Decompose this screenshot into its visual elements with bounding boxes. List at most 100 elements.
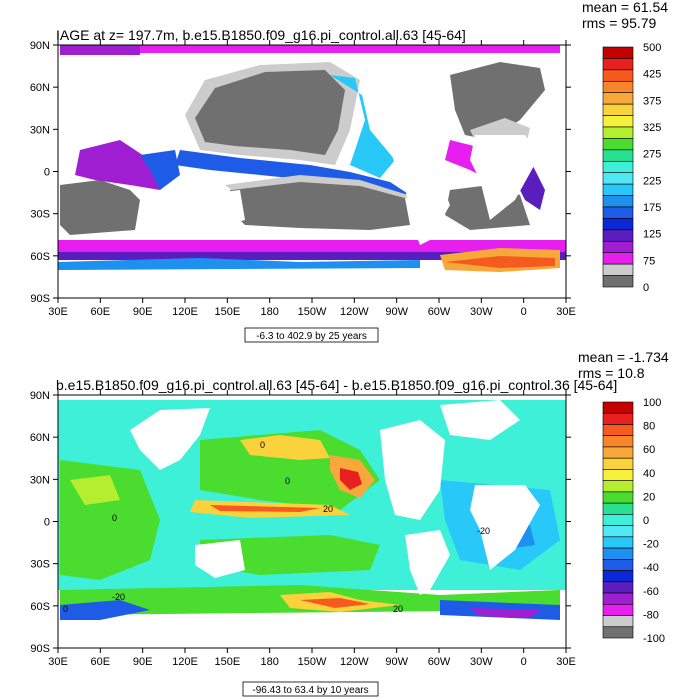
- panel-1-info-box: [244, 327, 379, 343]
- colorbar-label: 425: [643, 69, 661, 81]
- colorbar-swatch: [602, 103, 634, 116]
- colorbar-swatch: [602, 570, 634, 583]
- colorbar-label: 100: [643, 397, 661, 409]
- colorbar-swatch: [602, 502, 634, 515]
- contour-label: -20: [477, 526, 490, 536]
- colorbar-swatch: [602, 424, 634, 437]
- contour-label: 20: [323, 504, 333, 514]
- y-tick-label: 60N: [30, 82, 50, 94]
- y-tick-label: 90S: [30, 643, 50, 655]
- contour-label: 0: [285, 476, 290, 486]
- y-tick-label: 0: [44, 517, 50, 529]
- colorbar-swatch: [602, 626, 634, 639]
- colorbar-swatch: [602, 603, 634, 616]
- colorbar-label: 75: [643, 255, 655, 267]
- x-tick-label: 90E: [133, 306, 153, 318]
- colorbar-label: 0: [643, 282, 649, 294]
- colorbar-swatch: [602, 412, 634, 425]
- x-tick-label: 60E: [91, 306, 111, 318]
- x-tick-label: 90W: [385, 656, 408, 668]
- colorbar-swatch: [602, 559, 634, 571]
- x-tick-label: 0: [521, 656, 527, 668]
- colorbar-swatch: [602, 536, 634, 549]
- colorbar-swatch: [602, 491, 634, 504]
- y-tick-label: 30S: [30, 209, 50, 221]
- colorbar-label: 40: [643, 468, 655, 480]
- colorbar-swatch: [602, 480, 634, 493]
- colorbar-swatch: [602, 160, 634, 174]
- panel-2-stat-rms: rms = 10.8: [578, 365, 645, 381]
- y-tick-label: 60N: [30, 432, 50, 444]
- y-tick-label: 90N: [30, 390, 50, 402]
- colorbar-swatch: [602, 80, 634, 94]
- colorbar-swatch: [602, 183, 634, 196]
- panel-2-contour-labels: 0 0 0 20 -20 20 -20 0: [63, 440, 490, 614]
- colorbar-swatch: [602, 581, 634, 594]
- y-tick-label: 60S: [30, 251, 50, 263]
- colorbar-swatch: [602, 514, 634, 526]
- panel-1-info: -6.3 to 402.9 by 25 years: [256, 331, 367, 342]
- colorbar-swatch: [602, 525, 634, 538]
- x-tick-label: 90E: [133, 656, 153, 668]
- x-tick-label: 60W: [428, 306, 451, 318]
- x-tick-label: 150E: [214, 656, 240, 668]
- colorbar-label: 125: [643, 229, 661, 241]
- panel-1-colorbar: 500 425 375 325 275 225 175 125 75 0: [602, 42, 661, 294]
- x-tick-label: 30W: [470, 306, 493, 318]
- colorbar-label: 175: [643, 202, 661, 214]
- x-tick-label: 150W: [298, 306, 327, 318]
- y-tick-label: 30N: [30, 124, 50, 136]
- colorbar-label: 0: [643, 515, 649, 527]
- colorbar-swatch: [602, 240, 634, 254]
- colorbar-label: 225: [643, 175, 661, 187]
- panel-1: IAGE at z= 197.7m, b.e15.B1850.f09_g16.p…: [30, 0, 668, 343]
- y-tick-label: 0: [44, 167, 50, 179]
- x-tick-label: 0: [521, 306, 527, 318]
- colorbar-swatch: [602, 172, 634, 185]
- y-tick-label: 90S: [30, 293, 50, 305]
- x-tick-label: 120W: [340, 656, 369, 668]
- x-tick-label: 150W: [298, 656, 327, 668]
- colorbar-swatch: [602, 58, 634, 71]
- x-tick-label: 180: [260, 656, 278, 668]
- panel-1-map: [58, 45, 566, 298]
- x-tick-label: 60E: [91, 656, 111, 668]
- panel-2-stat-mean: mean = -1.734: [578, 349, 669, 365]
- colorbar-label: 20: [643, 491, 655, 503]
- panel-1-title: IAGE at z= 197.7m, b.e15.B1850.f09_g16.p…: [56, 27, 466, 43]
- x-tick-label: 30E: [556, 656, 576, 668]
- x-tick-label: 60W: [428, 656, 451, 668]
- colorbar-swatch: [602, 138, 634, 151]
- colorbar-label: -100: [643, 633, 665, 645]
- colorbar-swatch: [602, 126, 634, 139]
- colorbar-swatch: [602, 435, 634, 448]
- contour-label: -20: [112, 592, 125, 602]
- colorbar-swatch: [602, 69, 634, 82]
- colorbar-label: 275: [643, 149, 661, 161]
- colorbar-swatch: [602, 218, 634, 231]
- colorbar-swatch: [602, 547, 634, 560]
- colorbar-label: 60: [643, 444, 655, 456]
- colorbar-label: -80: [643, 609, 659, 621]
- x-tick-label: 30E: [556, 306, 576, 318]
- colorbar-label: -40: [643, 562, 659, 574]
- panel-1-stat-mean: mean = 61.54: [582, 0, 668, 15]
- colorbar-label: 80: [643, 421, 655, 433]
- colorbar-swatch: [602, 275, 634, 288]
- panel-1-axes: 30E 60E 90E 120E 150E 180 150W 120W 90W 60W 30W 0 30…: [30, 40, 576, 318]
- colorbar-swatch: [602, 115, 634, 128]
- y-tick-label: 60S: [30, 601, 50, 613]
- panel-2: b.e15.B1850.f09_g16.pi_control.all.63 [4…: [30, 349, 669, 697]
- contour-label: 0: [260, 440, 265, 450]
- colorbar-swatch: [602, 401, 634, 414]
- panel-2-title: b.e15.B1850.f09_g16.pi_control.all.63 [4…: [56, 377, 617, 393]
- colorbar-swatch: [602, 469, 634, 481]
- panel-2-colorbar: 100 80 60 40 20 0 -20 -40 -60 -80 -100: [602, 397, 665, 645]
- colorbar-swatch: [602, 457, 634, 470]
- panel-1-stat-rms: rms = 95.79: [582, 15, 657, 31]
- panel-2-axes: 30E 60E 90E 120E 150E 180 150W 120W 90W 60W 30W 0 30…: [30, 390, 576, 668]
- x-tick-label: 30E: [48, 306, 68, 318]
- contour-label: 0: [63, 604, 68, 614]
- y-tick-label: 30N: [30, 474, 50, 486]
